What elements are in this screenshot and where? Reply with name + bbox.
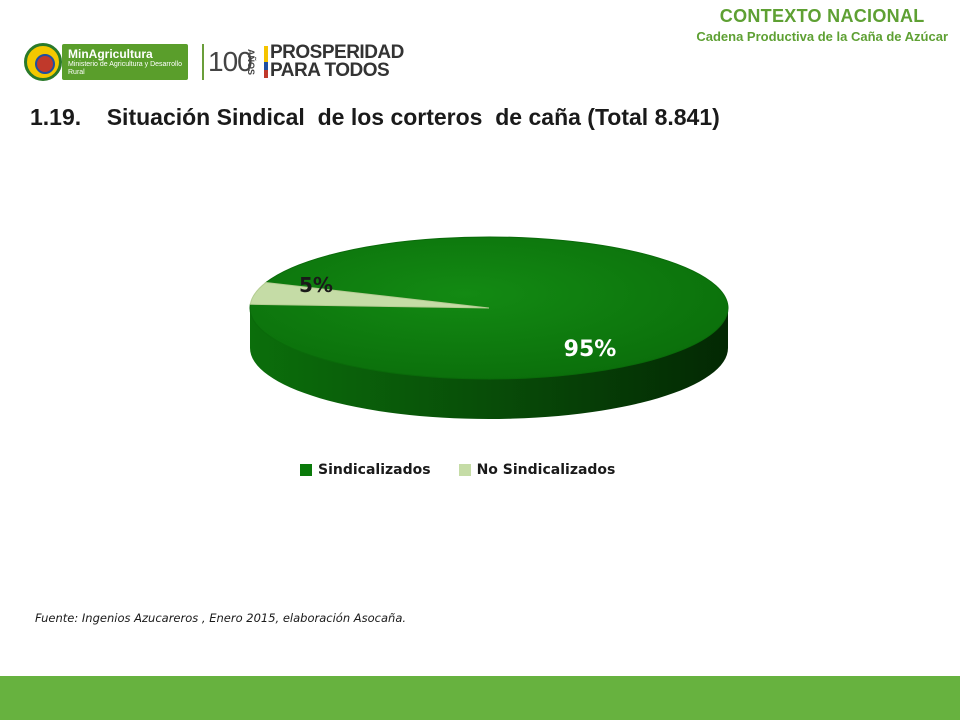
legend-label-sindicalizados: Sindicalizados	[318, 462, 431, 478]
coat-of-arms-icon	[24, 43, 62, 81]
legend-swatch-no-sindicalizados	[458, 464, 471, 476]
ministry-description: Ministerio de Agricultura y Desarrollo R…	[68, 61, 182, 76]
section-subtitle: Cadena Productiva de la Caña de Azúcar	[696, 29, 948, 44]
anniversary-number: 100	[208, 46, 253, 77]
legend-item-sindicalizados: Sindicalizados	[300, 462, 431, 478]
flag-stripe-icon	[264, 46, 268, 78]
legend-item-no-sindicalizados: No Sindicalizados	[458, 462, 616, 478]
page-title: 1.19. Situación Sindical de los corteros…	[30, 104, 720, 130]
section-title: CONTEXTO NACIONAL	[719, 6, 925, 26]
data-label-no-sindicalizados: 5%	[299, 273, 333, 297]
pie-group: 95% 5%	[249, 236, 729, 419]
data-label-sindicalizados: 95%	[564, 337, 617, 362]
source-note: Fuente: Ingenios Azucareros , Enero 2015…	[35, 611, 407, 625]
footer-bar	[0, 676, 960, 720]
legend-swatch-sindicalizados	[300, 464, 312, 476]
pie-side-wall	[250, 308, 728, 419]
legend-label-no-sindicalizados: No Sindicalizados	[476, 462, 616, 478]
logo-divider	[202, 44, 204, 80]
ministry-logo: MinAgricultura Ministerio de Agricultura…	[62, 44, 188, 80]
ministry-name: MinAgricultura	[68, 47, 153, 61]
chart-legend: Sindicalizados No Sindicalizados	[300, 460, 615, 480]
anniversary-word: AÑOS	[246, 49, 256, 76]
slogan-logo: PROSPERIDAD PARA TODOS	[270, 42, 404, 81]
pie-slice-no-sindicalizados	[249, 282, 490, 309]
section-header: CONTEXTO NACIONAL Cadena Productiva de l…	[696, 6, 948, 44]
logo-strip: MinAgricultura Ministerio de Agricultura…	[24, 40, 404, 84]
